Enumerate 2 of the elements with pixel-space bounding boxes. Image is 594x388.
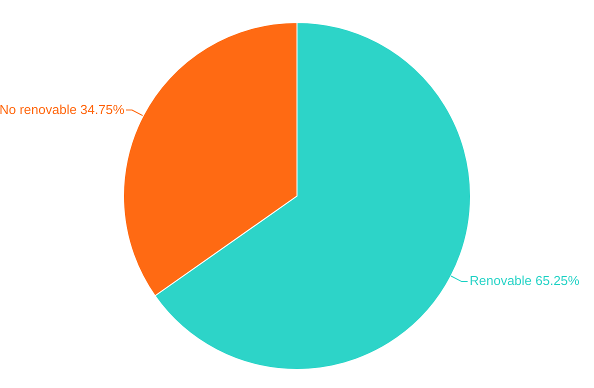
slice-label: Renovable 65.25% <box>470 273 580 288</box>
slice-label: No renovable 34.75% <box>0 102 125 118</box>
